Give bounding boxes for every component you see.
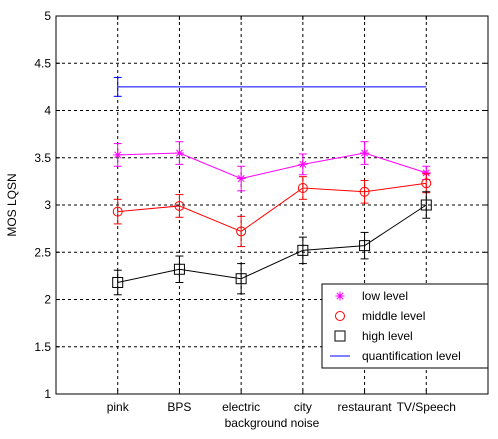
legend-swatch — [335, 291, 345, 301]
data-point — [421, 168, 431, 178]
star-stroke — [175, 149, 183, 157]
legend-swatch — [335, 311, 345, 321]
y-tick-label: 2 — [44, 293, 51, 307]
series-3 — [113, 76, 427, 97]
y-tick-label: 3.5 — [34, 151, 51, 165]
star-stroke — [114, 151, 122, 159]
x-tick-label: BPS — [167, 400, 191, 414]
series-layer — [112, 76, 432, 296]
legend: low level middle level high level quantific… — [321, 283, 489, 369]
star-stroke — [361, 149, 369, 157]
y-tick-label: 1 — [44, 387, 51, 401]
data-point — [174, 200, 185, 211]
legend-entry: quantification level — [362, 349, 461, 363]
y-tick-label: 1.5 — [34, 340, 51, 354]
legend-entry: middle level — [362, 309, 425, 323]
series-0 — [113, 141, 431, 192]
data-point — [359, 240, 371, 252]
series-line — [117, 204, 427, 283]
data-point — [360, 148, 370, 158]
data-point — [173, 263, 185, 275]
axis-ticks: pink BPS electric city restaurant TV/Speech 1 1… — [34, 9, 488, 414]
y-tick-label: 2.5 — [34, 245, 51, 259]
data-point — [236, 226, 247, 237]
data-point — [236, 174, 246, 184]
star-stroke — [422, 169, 430, 177]
y-tick-label: 4 — [44, 104, 51, 118]
series-1 — [112, 173, 432, 248]
data-point — [420, 199, 432, 211]
series-2 — [112, 191, 432, 296]
data-point — [235, 273, 247, 285]
data-point — [298, 159, 308, 169]
x-axis-label: background noise — [225, 416, 320, 430]
star-stroke — [237, 175, 245, 183]
data-point — [112, 276, 124, 288]
data-point — [113, 150, 123, 160]
legend-box — [321, 283, 489, 369]
x-tick-label: restaurant — [338, 400, 393, 414]
data-point — [297, 182, 308, 193]
data-point — [174, 148, 184, 158]
data-point — [421, 178, 432, 189]
legend-entry: low level — [362, 289, 408, 303]
legend-entry: high level — [362, 329, 413, 343]
x-tick-label: city — [294, 400, 312, 414]
x-tick-label: pink — [107, 400, 130, 414]
star-stroke — [336, 292, 344, 300]
y-axis-label: MOS LQSN — [5, 173, 19, 236]
series-line — [117, 182, 427, 233]
grid-lines — [56, 16, 488, 394]
star-stroke — [299, 160, 307, 168]
y-tick-label: 3 — [44, 198, 51, 212]
data-point — [359, 186, 370, 197]
data-point — [297, 244, 309, 256]
series-line — [117, 152, 427, 180]
y-tick-label: 4.5 — [34, 56, 51, 70]
data-point — [112, 206, 123, 217]
x-tick-label: TV/Speech — [397, 400, 456, 414]
x-tick-label: electric — [222, 400, 260, 414]
legend-swatch — [334, 330, 346, 342]
y-tick-label: 5 — [44, 9, 51, 23]
